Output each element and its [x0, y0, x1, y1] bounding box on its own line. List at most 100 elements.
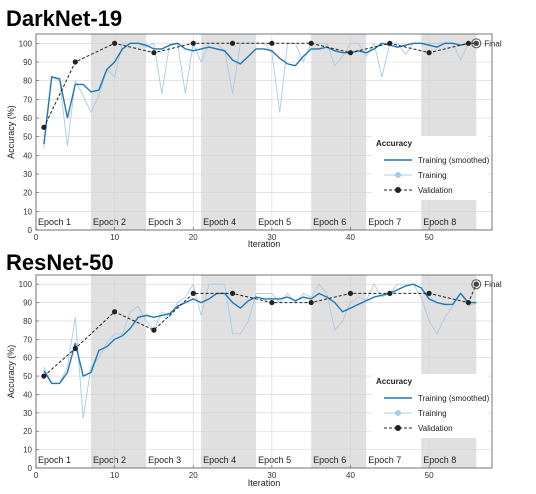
y-tick-label: 30 [23, 170, 32, 179]
y-tick-label: 50 [23, 133, 32, 142]
y-tick-label: 20 [23, 427, 32, 436]
epoch-band [91, 275, 147, 468]
y-tick-label: 90 [23, 299, 32, 308]
legend-entry: Validation [418, 186, 453, 195]
x-tick-label: 0 [34, 233, 39, 242]
epoch-label: Epoch 2 [93, 217, 126, 227]
epoch-label: Epoch 1 [38, 455, 71, 465]
axes-frame [35, 33, 493, 231]
chart-0: Epoch 1 Epoch 2 Epoch 3 Epoch 4 Epoch 5 Epoch… [6, 33, 502, 249]
legend-entry: Validation [418, 424, 453, 433]
legend-entry: Training (smoothed) [418, 156, 490, 165]
data-point-validation [72, 59, 78, 65]
final-label: Final [484, 39, 502, 48]
epoch-label: Epoch 3 [148, 217, 181, 227]
epoch-label: Epoch 8 [423, 217, 456, 227]
epoch-label: Epoch 1 [38, 217, 71, 227]
y-tick-label: 100 [19, 280, 33, 289]
data-point-validation [269, 299, 275, 306]
x-axis-title: Iteration [248, 239, 281, 249]
data-point-validation [72, 345, 78, 352]
legend-marker [395, 172, 401, 178]
data-point-validation [387, 290, 393, 296]
y-tick-label: 70 [23, 95, 32, 104]
chart-title-resnet: ResNet-50 [6, 250, 114, 275]
data-point-validation [229, 40, 236, 46]
series-line-training [43, 41, 477, 148]
data-point-validation [151, 50, 157, 56]
data-point-validation [190, 290, 196, 296]
series-line-training [43, 283, 477, 419]
data-point-validation [465, 40, 472, 46]
final-marker-dot [473, 281, 479, 287]
y-axis-title: Accuracy (%) [6, 345, 16, 399]
y-tick-label: 50 [23, 372, 32, 381]
data-point-validation [308, 299, 314, 306]
data-point-validation [41, 124, 47, 130]
legend-marker [395, 425, 401, 431]
legend-entry: Training (smoothed) [418, 394, 490, 403]
data-point-validation [387, 40, 393, 46]
y-tick-label: 60 [23, 114, 32, 123]
final-marker-dot [473, 40, 479, 46]
epoch-band [201, 275, 257, 468]
y-tick-label: 0 [28, 464, 33, 473]
epoch-label: Epoch 8 [423, 455, 456, 465]
y-tick-label: 100 [19, 39, 33, 48]
x-tick-label: 10 [110, 471, 119, 480]
data-point-validation [347, 50, 354, 56]
legend-entry: Training [418, 409, 447, 418]
final-marker [471, 38, 482, 49]
data-point-validation [190, 40, 196, 46]
epoch-band [421, 34, 477, 230]
y-tick-label: 40 [23, 390, 32, 399]
x-tick-label: 50 [425, 471, 434, 480]
legend: Accuracy Training (smoothed) Training Valid… [372, 136, 490, 200]
data-point-validation [308, 40, 314, 46]
legend-entry: Training [418, 171, 447, 180]
x-tick-label: 30 [267, 471, 276, 480]
data-point-validation [41, 373, 47, 379]
x-tick-label: 20 [189, 471, 198, 480]
axes-frame [35, 274, 493, 469]
x-tick-label: 10 [110, 233, 119, 242]
data-point-validation [112, 309, 118, 315]
data-point-validation [112, 40, 118, 46]
y-tick-label: 90 [23, 58, 32, 67]
legend-box [372, 374, 488, 438]
chart-1: Epoch 1 Epoch 2 Epoch 3 Epoch 4 Epoch 5 Epoch… [6, 274, 502, 488]
epoch-label: Epoch 7 [368, 455, 401, 465]
epoch-label: Epoch 3 [148, 455, 181, 465]
chart-title-darknet: DarkNet-19 [6, 6, 123, 31]
data-point-validation [426, 290, 432, 296]
legend-marker [395, 410, 401, 416]
epoch-label: Epoch 5 [258, 455, 291, 465]
y-tick-label: 80 [23, 317, 32, 326]
data-point-validation [426, 50, 432, 56]
epoch-label: Epoch 5 [258, 217, 291, 227]
epoch-label: Epoch 2 [93, 455, 126, 465]
legend: Accuracy Training (smoothed) Training Valid… [372, 374, 490, 438]
y-axis-title: Accuracy (%) [6, 105, 16, 159]
y-tick-label: 0 [28, 226, 33, 235]
data-point-validation [347, 290, 354, 296]
x-tick-label: 20 [189, 233, 198, 242]
epoch-band [311, 34, 367, 230]
legend-title: Accuracy [376, 377, 413, 386]
data-point-validation [229, 290, 236, 296]
x-tick-label: 0 [34, 471, 39, 480]
x-tick-label: 30 [267, 233, 276, 242]
epoch-label: Epoch 7 [368, 217, 401, 227]
x-tick-label: 40 [346, 471, 355, 480]
legend-box [372, 136, 488, 200]
epoch-label: Epoch 4 [203, 217, 236, 227]
epoch-band [201, 34, 257, 230]
data-point-validation [151, 327, 157, 333]
y-tick-label: 40 [23, 151, 32, 160]
data-point-validation [465, 299, 472, 306]
data-point-validation [269, 40, 275, 46]
epoch-label: Epoch 6 [313, 217, 346, 227]
x-axis-title: Iteration [248, 478, 281, 488]
series-line-training-smoothed [43, 283, 477, 385]
